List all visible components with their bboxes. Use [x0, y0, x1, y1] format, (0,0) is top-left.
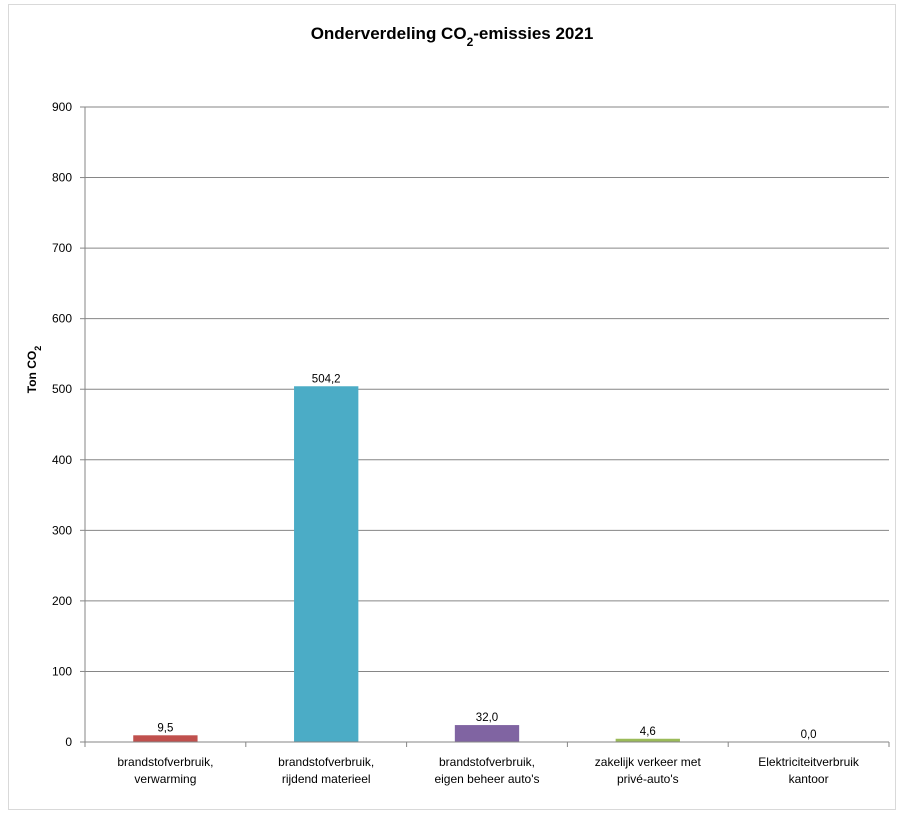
bar	[294, 386, 359, 742]
y-tick-label: 500	[52, 382, 72, 396]
y-tick-label: 800	[52, 171, 72, 185]
x-axis-categories: brandstofverbruik, verwarming brandstofver…	[117, 755, 860, 786]
bar	[615, 738, 680, 742]
y-tick-label: 600	[52, 312, 72, 326]
y-tick-label: 700	[52, 241, 72, 255]
data-labels: 9,5 504,2 32,0 4,6 0,0	[157, 373, 816, 741]
y-axis-label: Ton CO2	[25, 346, 43, 393]
y-tick-label: 0	[65, 735, 72, 749]
y-tick-label: 400	[52, 453, 72, 467]
bar	[133, 735, 198, 742]
data-label: 9,5	[157, 722, 173, 734]
x-category-label: brandstofverbruik,	[439, 755, 535, 769]
y-tick-label: 100	[52, 664, 72, 678]
bar-chart: Onderverdeling CO2-emissies 2021 Ton CO2…	[25, 24, 890, 786]
chart-title: Onderverdeling CO2-emissies 2021	[311, 24, 594, 49]
x-category-label: verwarming	[134, 772, 196, 786]
x-category-label: eigen beheer auto's	[434, 772, 539, 786]
x-category-label: zakelijk verkeer met	[595, 755, 702, 769]
y-axis-ticks: 0 100 200 300 400 500 600 700 800 900	[52, 100, 85, 749]
x-category-label: rijdend materieel	[282, 772, 371, 786]
y-tick-label: 300	[52, 523, 72, 537]
x-category-label: Elektriciteitverbruik	[758, 755, 860, 769]
data-label: 4,6	[640, 726, 656, 738]
x-category-label: privé-auto's	[617, 772, 679, 786]
y-tick-label: 200	[52, 594, 72, 608]
x-category-label: brandstofverbruik,	[278, 755, 374, 769]
gridlines	[85, 106, 889, 672]
data-label: 504,2	[312, 373, 341, 385]
y-tick-label: 900	[52, 100, 72, 114]
data-label: 0,0	[801, 729, 817, 741]
axes	[84, 107, 890, 747]
data-label: 32,0	[476, 712, 498, 724]
chart-frame: Onderverdeling CO2-emissies 2021 Ton CO2…	[8, 4, 896, 810]
x-category-label: brandstofverbruik,	[117, 755, 213, 769]
x-category-label: kantoor	[789, 772, 829, 786]
bars	[133, 386, 680, 742]
bar	[454, 725, 520, 742]
